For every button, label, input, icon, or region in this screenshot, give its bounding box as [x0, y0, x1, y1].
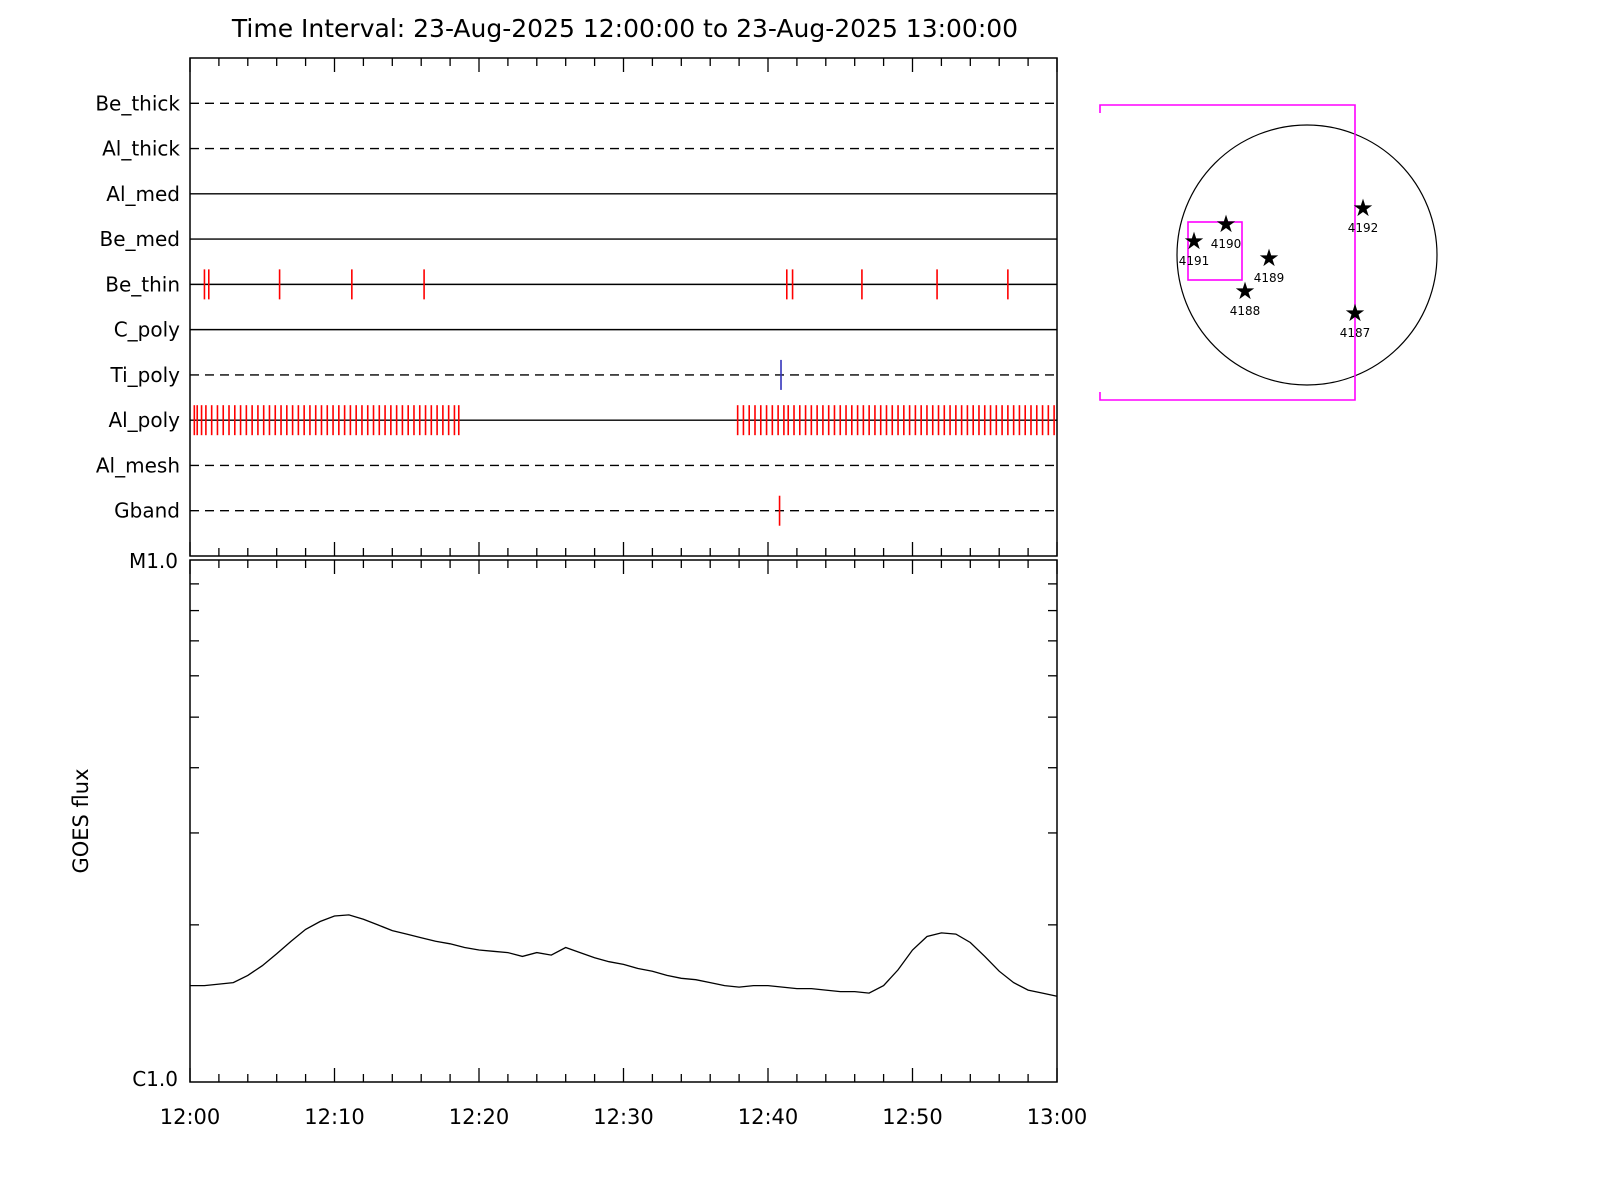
active-region-star: ★ [1183, 227, 1205, 255]
plot-title: Time Interval: 23-Aug-2025 12:00:00 to 2… [231, 14, 1019, 43]
active-region-label: 4190 [1211, 237, 1242, 251]
x-tick-label: 12:40 [738, 1105, 799, 1129]
filter-row-label-gband: Gband [114, 499, 180, 523]
filter-row-label-al_mesh: Al_mesh [96, 453, 180, 477]
active-region-label: 4192 [1348, 221, 1379, 235]
y-axis-bottom-label: C1.0 [132, 1067, 178, 1091]
active-region-star: ★ [1352, 194, 1374, 222]
solar-limb-circle [1176, 124, 1438, 386]
active-region-star: ★ [1215, 210, 1237, 238]
filter-row-label-al_thick: Al_thick [102, 137, 180, 161]
filter-row-label-al_med: Al_med [106, 182, 180, 206]
goes-panel-border [189, 559, 1058, 1083]
x-tick-label: 12:50 [882, 1105, 943, 1129]
x-tick-label: 12:30 [593, 1105, 654, 1129]
active-region-star: ★ [1344, 299, 1366, 327]
x-tick-label: 12:10 [304, 1105, 365, 1129]
fov-outline [1099, 104, 1356, 401]
filter-row-label-be_med: Be_med [99, 227, 180, 251]
filter-row-label-be_thick: Be_thick [95, 91, 180, 115]
timeline-and-goes-plot: Be_thick Al_thick Al_med Be_med Be_thin C_pol… [69, 57, 1088, 1129]
x-tick-label: 12:20 [449, 1105, 510, 1129]
active-region-label: 4189 [1254, 271, 1285, 285]
filter-row-label-ti_poly: Ti_poly [110, 363, 181, 387]
filter-row-label-al_poly: Al_poly [108, 408, 180, 432]
y-axis-title: GOES flux [69, 768, 93, 873]
fov-target-box [1187, 221, 1243, 281]
active-region-label: 4188 [1230, 304, 1261, 318]
active-region-star: ★ [1258, 244, 1280, 272]
active-region-star: ★ [1234, 277, 1256, 305]
goes-flux-curve [190, 914, 1058, 997]
active-region-label: 4187 [1340, 326, 1371, 340]
filter-panel-border [189, 57, 1058, 557]
filter-row-label-be_thin: Be_thin [105, 272, 180, 296]
y-axis-top-label: M1.0 [129, 549, 178, 573]
solar-disk-map: ★4192★4190★4191 ★4189★4188 ★4187 [1099, 104, 1438, 401]
active-region-label: 4191 [1179, 254, 1210, 268]
x-tick-label: 13:00 [1027, 1105, 1088, 1129]
x-tick-label: 12:00 [160, 1105, 221, 1129]
filter-row-label-c_poly: C_poly [114, 318, 180, 342]
